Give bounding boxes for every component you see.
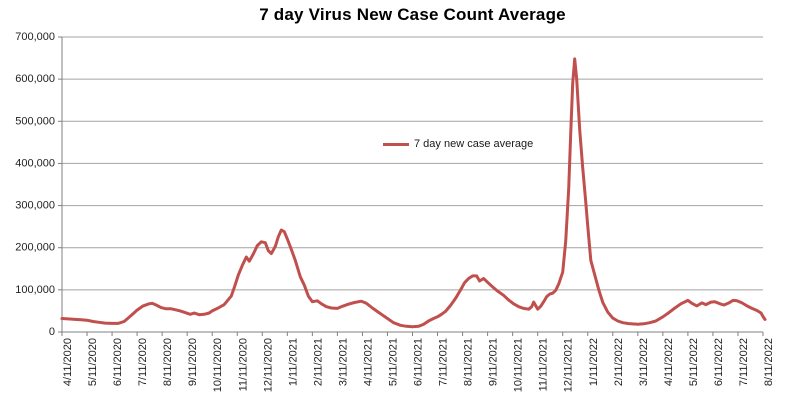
x-axis-label: 2/11/2022	[613, 338, 625, 386]
x-axis-label: 3/11/2022	[638, 338, 650, 386]
gridlines-group	[62, 36, 763, 291]
y-axis-label: 0	[49, 326, 55, 338]
x-axis-label: 7/11/2022	[738, 338, 750, 386]
x-axis-label: 11/11/2020	[237, 338, 249, 391]
x-axis-label: 8/11/2022	[763, 338, 775, 386]
y-axis-label: 700,000	[15, 31, 55, 43]
x-axis-label: 4/11/2020	[62, 338, 74, 386]
x-axis-label: 12/11/2020	[262, 338, 274, 392]
series-group	[60, 57, 767, 329]
x-axis-label: 6/11/2020	[112, 338, 124, 386]
x-axis-label: 12/11/2021	[563, 338, 575, 392]
x-axis-label: 3/11/2021	[337, 338, 349, 386]
legend-line-swatch	[383, 142, 409, 146]
chart-title: 7 day Virus New Case Count Average	[259, 5, 566, 24]
x-axis-label: 4/11/2021	[362, 338, 374, 386]
y-axis-labels-group: 0 100,000 200,000 300,000 400,000 500,000 600,…	[15, 31, 55, 338]
x-axis-label: 6/11/2021	[413, 338, 425, 386]
x-axis-label: 7/11/2021	[438, 338, 450, 386]
x-axis-label: 1/11/2021	[287, 338, 299, 386]
x-axis-label: 8/11/2020	[162, 338, 174, 386]
x-axis-label: 9/11/2020	[187, 338, 199, 386]
y-axis-label: 200,000	[15, 242, 55, 254]
x-axis-label: 11/11/2021	[538, 338, 550, 391]
x-axis-label: 1/11/2022	[588, 338, 600, 386]
x-axis-label: 8/11/2021	[463, 338, 475, 386]
x-axis-label: 2/11/2021	[312, 338, 324, 386]
x-axis-label: 5/11/2021	[387, 338, 399, 386]
x-axis-label: 10/11/2020	[212, 338, 224, 392]
y-axis-label: 300,000	[15, 200, 55, 212]
axes-group	[58, 36, 764, 336]
series-line-7-day-new-case-average	[60, 57, 767, 329]
y-axis-label: 600,000	[15, 73, 55, 85]
legend-label: 7 day new case average	[414, 138, 534, 150]
x-axis-labels-group: 4/11/2020 5/11/2020 6/11/2020 7/11/2020 8/11…	[62, 338, 775, 392]
x-axis-label: 10/11/2021	[513, 338, 525, 392]
x-axis-label: 9/11/2021	[488, 338, 500, 386]
x-axis-label: 5/11/2022	[688, 338, 700, 386]
y-axis-label: 400,000	[15, 157, 55, 169]
x-axis-label: 4/11/2022	[663, 338, 675, 386]
x-axis-label: 7/11/2020	[137, 338, 149, 386]
legend[interactable]: 7 day new case average	[383, 137, 533, 151]
y-axis-label: 100,000	[15, 284, 55, 296]
x-axis-label: 5/11/2020	[87, 338, 99, 386]
x-axis-label: 6/11/2022	[713, 338, 725, 386]
y-axis-label: 500,000	[15, 115, 55, 127]
